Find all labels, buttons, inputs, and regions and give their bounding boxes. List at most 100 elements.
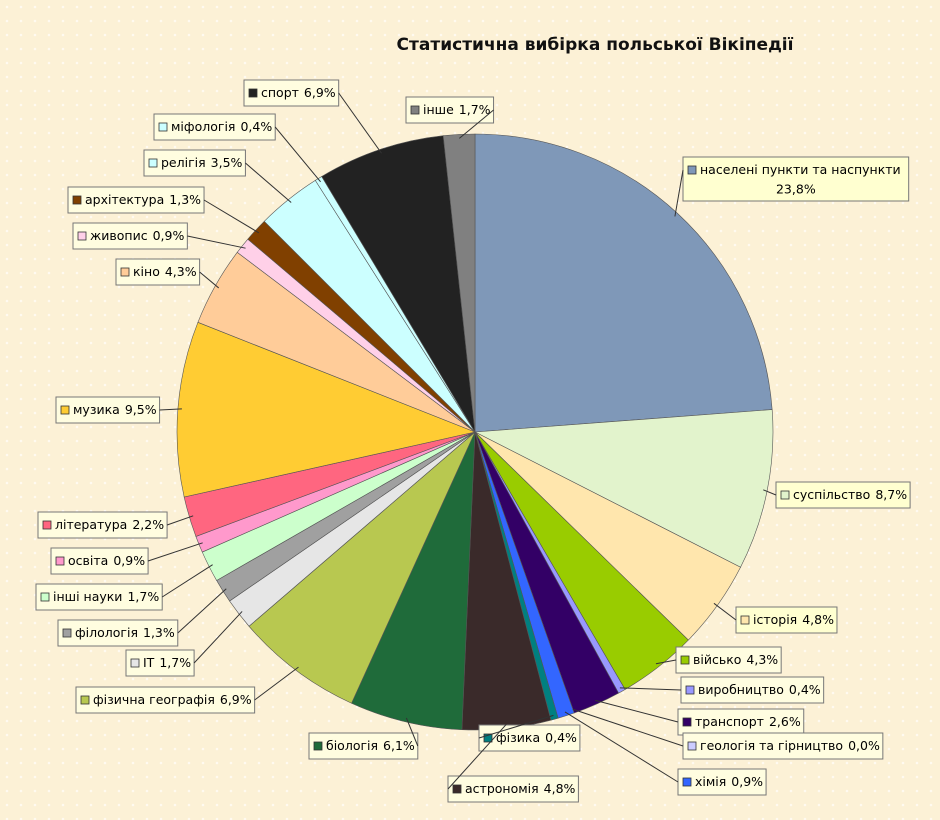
value-label: 4,8%	[544, 781, 576, 796]
label-text: населені пункти та наспункти	[700, 162, 901, 177]
label-text: спорт 6,9%	[261, 85, 336, 100]
data-label: суспільство 8,7%	[775, 481, 911, 509]
leader-line	[478, 714, 554, 739]
value-label: 0,0%	[848, 738, 880, 753]
leader-line	[187, 235, 246, 249]
value-label: 0,9%	[153, 228, 185, 243]
value-label: 0,4%	[545, 730, 577, 745]
data-label: виробництво 0,4%	[680, 676, 825, 704]
leader-line	[655, 659, 677, 665]
label-text: хімія 0,9%	[695, 774, 763, 789]
legend-swatch	[740, 615, 750, 625]
category-name: філологія	[75, 625, 138, 640]
label-text: живопис 0,9%	[90, 228, 184, 243]
pie-slice	[473, 409, 774, 568]
leader-line	[203, 199, 260, 234]
label-box	[675, 646, 782, 674]
leader-line	[595, 699, 679, 723]
legend-swatch	[62, 628, 72, 638]
data-label: IT 1,7%	[125, 649, 195, 677]
data-label: спорт 6,9%	[243, 79, 340, 107]
label-box	[308, 732, 419, 760]
chart-title: Статистична вибірка польської Вікіпедії	[397, 35, 794, 55]
value-label: 1,7%	[159, 655, 191, 670]
label-text: виробництво 0,4%	[698, 682, 821, 697]
legend-swatch	[55, 556, 65, 566]
label-box	[35, 583, 163, 611]
label-text: фізика 0,4%	[496, 730, 577, 745]
label-box	[75, 686, 256, 714]
category-name: суспільство	[793, 487, 870, 502]
data-label: фізична географія 6,9%	[75, 686, 256, 714]
category-name: живопис	[90, 228, 148, 243]
label-text: історія 4,8%	[753, 612, 834, 627]
label-text: астрономія 4,8%	[465, 781, 576, 796]
legend-swatch	[42, 520, 52, 530]
value-label: 1,7%	[127, 589, 159, 604]
label-box	[67, 186, 205, 214]
value-label: 0,4%	[240, 119, 272, 134]
leader-line	[619, 687, 682, 691]
label-box	[775, 481, 911, 509]
leader-line	[193, 611, 243, 664]
label-text: суспільство 8,7%	[793, 487, 907, 502]
pie-slice	[321, 135, 476, 433]
legend-swatch	[60, 405, 70, 415]
leader-line	[405, 717, 419, 747]
label-box	[677, 708, 805, 736]
leader-line	[147, 542, 203, 562]
label-text: література 2,2%	[55, 517, 164, 532]
data-label: біологія 6,1%	[308, 732, 419, 760]
data-label: філологія 1,3%	[57, 619, 179, 647]
data-label: військо 4,3%	[675, 646, 782, 674]
value-label: 6,1%	[383, 738, 415, 753]
category-name: транспорт	[695, 714, 764, 729]
label-text: інші науки 1,7%	[53, 589, 159, 604]
legend-swatch	[313, 741, 323, 751]
category-name: релігія	[161, 155, 206, 170]
value-label: 6,9%	[220, 692, 252, 707]
label-box	[447, 775, 579, 803]
legend-swatch	[483, 733, 493, 743]
legend-swatch	[77, 231, 87, 241]
label-text: архітектура 1,3%	[85, 192, 201, 207]
legend-swatch	[120, 267, 130, 277]
category-name: література	[55, 517, 127, 532]
category-name: населені пункти та наспункти	[700, 162, 901, 177]
label-box	[735, 606, 838, 634]
data-label: література 2,2%	[37, 511, 168, 539]
labels: населені пункти та наспункти 23,8% суспіль…	[35, 79, 911, 803]
label-text: релігія 3,5%	[161, 155, 243, 170]
pie-slice	[442, 133, 476, 433]
leader-line	[458, 109, 494, 139]
leader-line	[199, 271, 220, 289]
leader-line	[177, 588, 227, 634]
category-name: астрономія	[465, 781, 539, 796]
label-box	[143, 149, 246, 177]
category-name: військо	[693, 652, 741, 667]
value-label: 0,9%	[731, 774, 763, 789]
data-label: хімія 0,9%	[677, 768, 767, 796]
leader-line	[713, 602, 737, 621]
legend-swatch	[80, 695, 90, 705]
legend-swatch	[687, 741, 697, 751]
legend-swatch	[248, 88, 258, 98]
label-text: військо 4,3%	[693, 652, 778, 667]
label-box	[682, 156, 910, 202]
label-text: кіно 4,3%	[133, 264, 197, 279]
category-name: історія	[753, 612, 797, 627]
legend-swatch	[410, 105, 420, 115]
value-label: 2,2%	[132, 517, 164, 532]
value-label: 23,8%	[776, 182, 816, 197]
label-text: освіта 0,9%	[68, 553, 145, 568]
value-label: 1,3%	[169, 192, 201, 207]
legend-swatch	[680, 655, 690, 665]
category-name: інше	[423, 102, 454, 117]
value-label: 4,8%	[802, 612, 834, 627]
leader-line	[674, 169, 684, 217]
category-name: фізика	[496, 730, 540, 745]
data-label: геологія та гірництво 0,0%	[682, 732, 884, 760]
legend-swatch	[687, 165, 697, 175]
value-label: 6,9%	[304, 85, 336, 100]
